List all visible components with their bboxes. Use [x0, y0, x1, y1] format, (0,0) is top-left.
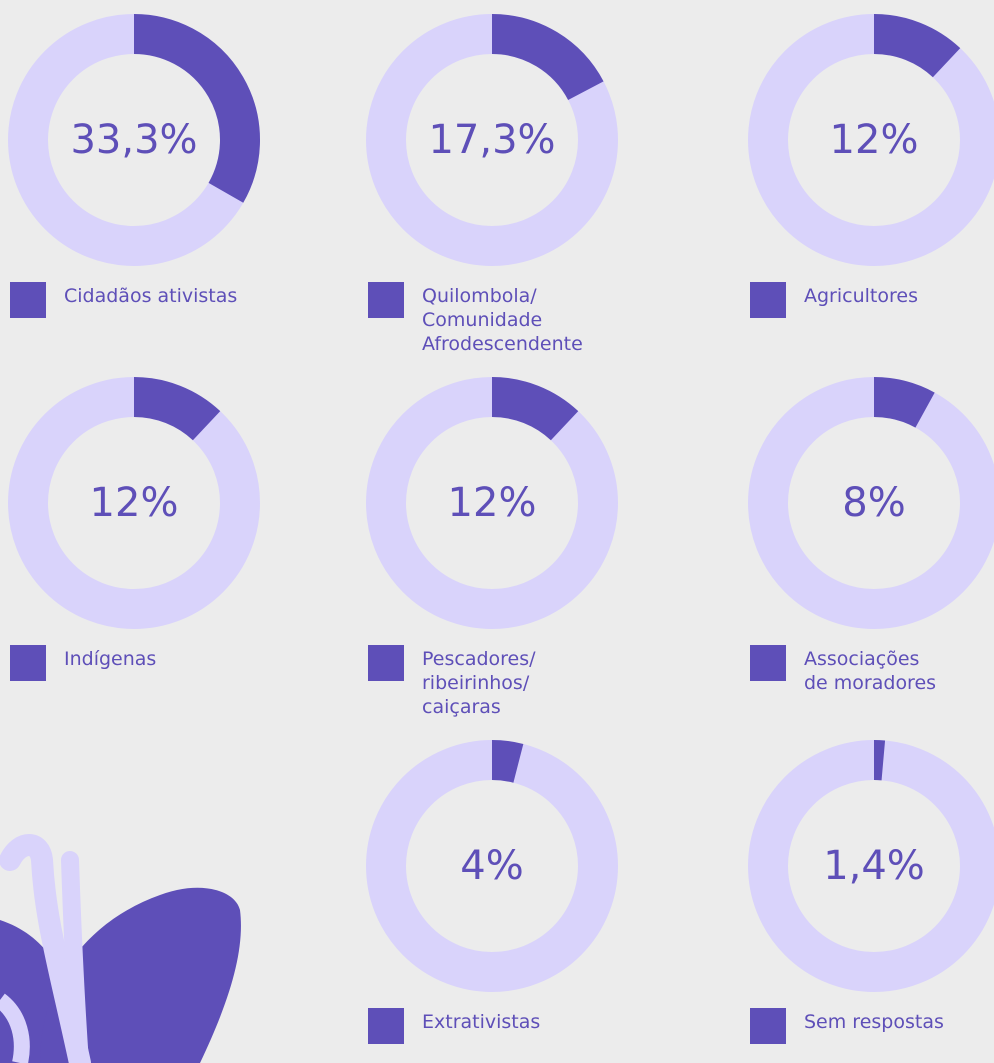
center-value: 33,3% — [70, 117, 197, 163]
center-value: 4% — [460, 843, 523, 889]
center-value: 12% — [830, 117, 919, 163]
donut-chart: 12% — [748, 14, 994, 266]
legend-swatch — [10, 282, 46, 318]
donut-chart: 1,4% — [748, 740, 994, 992]
legend-swatch — [368, 1008, 404, 1044]
legend-swatch — [750, 1008, 786, 1044]
legend-label: Quilombola/ Comunidade Afrodescendente — [422, 285, 583, 355]
donut-slice — [491, 377, 579, 441]
center-value: 12% — [90, 480, 179, 526]
donut-slice — [873, 14, 961, 78]
donut-chart: 4% — [366, 740, 618, 992]
donut-chart: 33,3% — [8, 14, 260, 266]
legend-label: Sem respostas — [804, 1011, 944, 1033]
legend-swatch — [368, 282, 404, 318]
donut-chart: 12% — [366, 377, 618, 629]
donut-chart: 17,3% — [366, 14, 618, 266]
legend-label: Pescadores/ ribeirinhos/ caiçaras — [422, 648, 536, 718]
center-value: 8% — [842, 480, 905, 526]
legend-swatch — [10, 645, 46, 681]
legend-label: Indígenas — [64, 648, 157, 670]
legend-label: Extrativistas — [422, 1011, 541, 1033]
donut-slice — [491, 14, 604, 101]
donut-slice — [873, 377, 935, 428]
donut-chart: 8% — [748, 377, 994, 629]
donut-slice — [133, 377, 221, 441]
legend-label: Cidadãos ativistas — [64, 285, 238, 307]
center-value: 1,4% — [823, 843, 925, 889]
center-value: 12% — [448, 480, 537, 526]
donut-chart: 12% — [8, 377, 260, 629]
donut-slice — [491, 740, 524, 783]
plant-decoration — [0, 834, 241, 1063]
donut-slice — [133, 14, 260, 203]
legend-swatch — [750, 282, 786, 318]
legend-swatch — [750, 645, 786, 681]
center-value: 17,3% — [428, 117, 555, 163]
legend-label: Agricultores — [804, 285, 918, 307]
legend-label: Associações de moradores — [804, 648, 937, 694]
legend-swatch — [368, 645, 404, 681]
